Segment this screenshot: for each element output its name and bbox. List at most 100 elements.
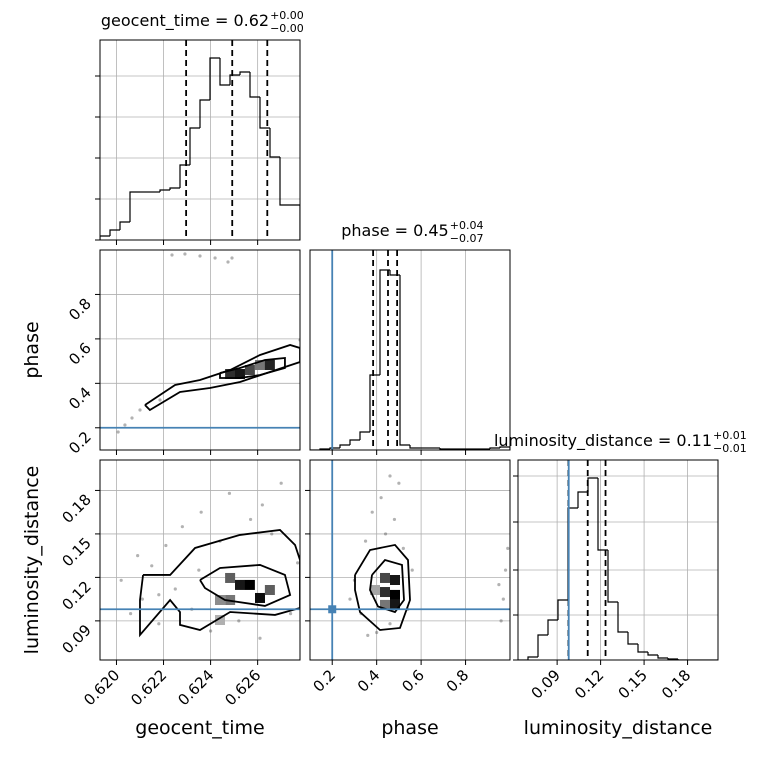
sample-point [208, 629, 213, 633]
histogram-step [379, 269, 390, 375]
panel-frame [309, 459, 511, 661]
histogram-step [269, 128, 280, 158]
histogram-step [189, 127, 200, 165]
sample-point [388, 622, 392, 626]
sample-point [198, 254, 202, 258]
histogram-step [547, 619, 558, 635]
density-cell [390, 599, 400, 610]
sample-point [150, 564, 154, 568]
contour [354, 543, 411, 631]
sample-point [230, 256, 234, 260]
x-tick-label: 0.624 [174, 666, 217, 709]
sample-point [363, 539, 368, 543]
sample-point [270, 532, 274, 536]
density-cell [225, 369, 236, 379]
panel-title: phase = 0.45 [341, 221, 448, 240]
histogram-step [100, 235, 110, 240]
panel-plot [310, 460, 510, 660]
y-tick-label: 0.6 [65, 339, 95, 369]
sample-point [116, 430, 120, 434]
sample-point [197, 568, 201, 572]
histogram-step [677, 659, 688, 660]
x-axis-label: phase [381, 717, 438, 739]
sample-point [383, 532, 388, 536]
histogram-step [557, 599, 568, 620]
sample-point [157, 622, 161, 626]
panel-plot [310, 250, 510, 450]
histogram-step [617, 602, 628, 633]
sample-point [237, 619, 241, 623]
title-lower: −0.07 [450, 232, 484, 245]
histogram-step [199, 99, 210, 128]
sample-point [164, 543, 168, 548]
sample-point [260, 503, 264, 507]
density-cell [225, 572, 236, 583]
sample-point [199, 510, 203, 514]
sample-point [123, 423, 127, 427]
sample-point [119, 578, 123, 582]
histogram-step [249, 72, 260, 98]
x-axis-label: geocent_time [135, 717, 264, 739]
sample-point [379, 496, 383, 500]
histogram-step [129, 191, 140, 222]
sample-point [370, 510, 374, 514]
histogram-step [229, 74, 240, 85]
histogram-step [339, 444, 350, 448]
x-tick-label: 0.8 [443, 666, 473, 696]
title-upper: +0.04 [450, 219, 484, 232]
panel-frame [517, 459, 719, 661]
y-tick-label: 0.18 [58, 491, 94, 527]
sample-point [279, 481, 283, 485]
histogram-step [279, 157, 290, 206]
y-tick-label: 0.4 [65, 383, 95, 413]
density-cell [370, 585, 380, 595]
sample-point [227, 491, 232, 495]
histogram-step [369, 374, 380, 432]
x-tick-label: 0.4 [354, 666, 384, 696]
density-cell [390, 589, 400, 600]
density-cell [244, 365, 255, 375]
sample-point [366, 633, 370, 637]
truth-marker [328, 605, 337, 614]
panel-title: luminosity_distance = 0.11 [494, 431, 712, 451]
sample-point [392, 517, 397, 522]
sample-point [375, 630, 379, 635]
sample-point [348, 597, 352, 601]
contour [199, 564, 292, 607]
histogram-step [399, 275, 410, 446]
histogram-step [359, 431, 370, 440]
sample-point [388, 474, 392, 478]
y-axis-label: phase [21, 321, 43, 378]
sample-point [503, 568, 508, 572]
histogram-step [537, 634, 548, 657]
x-tick-label: 0.622 [127, 666, 170, 709]
histogram-step [657, 655, 668, 659]
histogram-step [637, 644, 648, 653]
sample-point [180, 525, 184, 529]
density-cell [390, 575, 400, 585]
sample-point [140, 597, 144, 601]
panel-frame [99, 459, 301, 661]
panel-plot [518, 460, 718, 660]
histogram-step [627, 632, 638, 645]
sample-point [499, 619, 503, 623]
density-cell [380, 572, 390, 583]
panel-plot [100, 250, 300, 450]
y-tick-label: 0.15 [58, 534, 94, 570]
histogram-step [259, 97, 270, 129]
sample-point [128, 612, 133, 616]
panel-plot [100, 40, 300, 240]
density-cell [215, 595, 225, 605]
sample-point [401, 546, 405, 551]
y-tick-label: 0.8 [65, 295, 95, 325]
histogram-step [499, 446, 510, 450]
sample-point [296, 561, 300, 565]
panel-plot [100, 460, 300, 660]
sample-point [158, 398, 162, 402]
sample-point [138, 408, 142, 412]
histogram-step [239, 71, 250, 75]
sample-point [288, 612, 293, 616]
histogram-step [489, 447, 500, 449]
sample-point [397, 481, 401, 485]
density-cell [255, 592, 265, 603]
